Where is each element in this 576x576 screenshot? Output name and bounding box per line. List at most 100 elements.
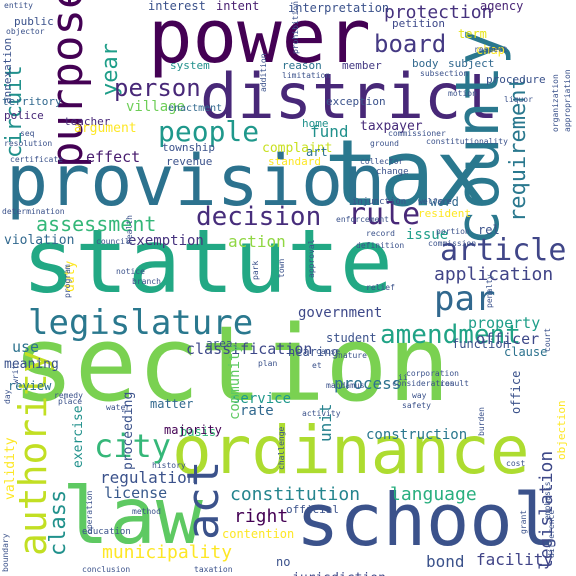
word: service — [232, 391, 292, 407]
word: provision — [6, 140, 386, 222]
word: exception — [326, 95, 386, 108]
word: commissioner — [388, 129, 446, 138]
word: prohibition — [291, 1, 300, 54]
word: interest — [148, 0, 206, 13]
word: review — [8, 379, 52, 393]
word: use — [12, 338, 40, 356]
word: objector — [6, 27, 45, 36]
word: amendment — [380, 320, 521, 350]
word: motion — [448, 89, 477, 98]
word: function — [452, 337, 510, 351]
word: notice — [116, 267, 145, 276]
word: contention — [222, 527, 295, 541]
word: protection — [384, 2, 493, 23]
word: argument — [74, 121, 137, 136]
word: grant — [519, 509, 528, 534]
word: class — [46, 489, 71, 556]
word: activity — [302, 409, 341, 418]
word: section — [12, 303, 451, 425]
word: rate — [240, 403, 274, 419]
word: penalty — [485, 274, 494, 308]
word: remedy — [54, 391, 83, 400]
word: official — [286, 503, 339, 516]
word: constitutionality — [426, 137, 508, 146]
word: enforcement — [336, 215, 389, 224]
word: public — [14, 15, 54, 28]
word: area — [206, 337, 233, 350]
word: rule — [348, 197, 421, 232]
word: health — [125, 215, 134, 244]
word: method — [132, 507, 161, 516]
word: mandamus — [326, 381, 365, 390]
word: exemption — [128, 233, 204, 249]
word: people — [158, 115, 260, 148]
word: action — [228, 232, 286, 251]
word: town — [277, 258, 286, 278]
word: way — [412, 391, 427, 400]
word: court — [543, 327, 552, 352]
word: township — [162, 141, 215, 154]
word: process — [334, 374, 402, 393]
word: member — [342, 59, 382, 72]
word: history — [152, 461, 186, 470]
word: respect — [474, 45, 508, 54]
word: writ — [11, 364, 20, 384]
word: plan — [258, 359, 278, 368]
word: violation — [4, 233, 75, 248]
word: person — [114, 74, 201, 102]
word: difference — [547, 509, 556, 558]
word: ordinance — [172, 412, 530, 489]
word: appropriation — [563, 69, 572, 132]
word: classification — [186, 340, 313, 358]
word: basis — [180, 425, 217, 439]
word: certificate — [10, 155, 63, 164]
word: cause — [316, 347, 341, 356]
word: clause — [504, 345, 548, 359]
word: record — [366, 229, 395, 238]
word: standard — [268, 155, 321, 168]
word: water — [106, 403, 131, 412]
word: school — [296, 478, 557, 562]
word: nature — [338, 351, 367, 360]
word: taxation — [194, 565, 233, 574]
word: city — [94, 427, 172, 465]
word: liquor — [504, 95, 533, 104]
word: seq — [20, 129, 35, 138]
word: organization — [551, 74, 560, 132]
word: application — [434, 264, 554, 285]
word: portion — [436, 227, 470, 236]
word: council — [96, 237, 130, 246]
word: revenue — [166, 155, 213, 168]
word: fund — [310, 122, 349, 141]
word: taxpayer — [360, 119, 423, 134]
word: injunction — [352, 197, 407, 207]
word: regulation — [100, 468, 197, 487]
word: determination — [2, 207, 65, 216]
word: statute — [22, 210, 393, 313]
word: ii — [398, 373, 408, 382]
word: issue — [406, 227, 449, 243]
word: officer — [476, 330, 540, 348]
word: hearing — [288, 345, 339, 359]
word: proceeding — [121, 391, 136, 470]
word: complaint — [262, 141, 333, 156]
word: interpretation — [288, 1, 390, 15]
word: education — [82, 527, 131, 537]
word: par — [434, 279, 496, 319]
word: bond — [426, 552, 465, 571]
word: jurisdiction — [292, 572, 386, 576]
word: park — [251, 260, 260, 280]
word: article — [440, 233, 567, 268]
word: license — [104, 484, 168, 502]
word: territory — [2, 95, 62, 108]
word: intent — [216, 0, 260, 13]
word: construction — [366, 427, 468, 443]
word: chap — [476, 43, 505, 57]
word: addition — [259, 53, 268, 92]
word: effect — [86, 148, 141, 166]
word: change — [376, 167, 409, 177]
word: student — [326, 331, 377, 345]
word: corporation — [406, 369, 459, 378]
word: annexation — [1, 37, 14, 104]
word: safety — [402, 401, 431, 410]
